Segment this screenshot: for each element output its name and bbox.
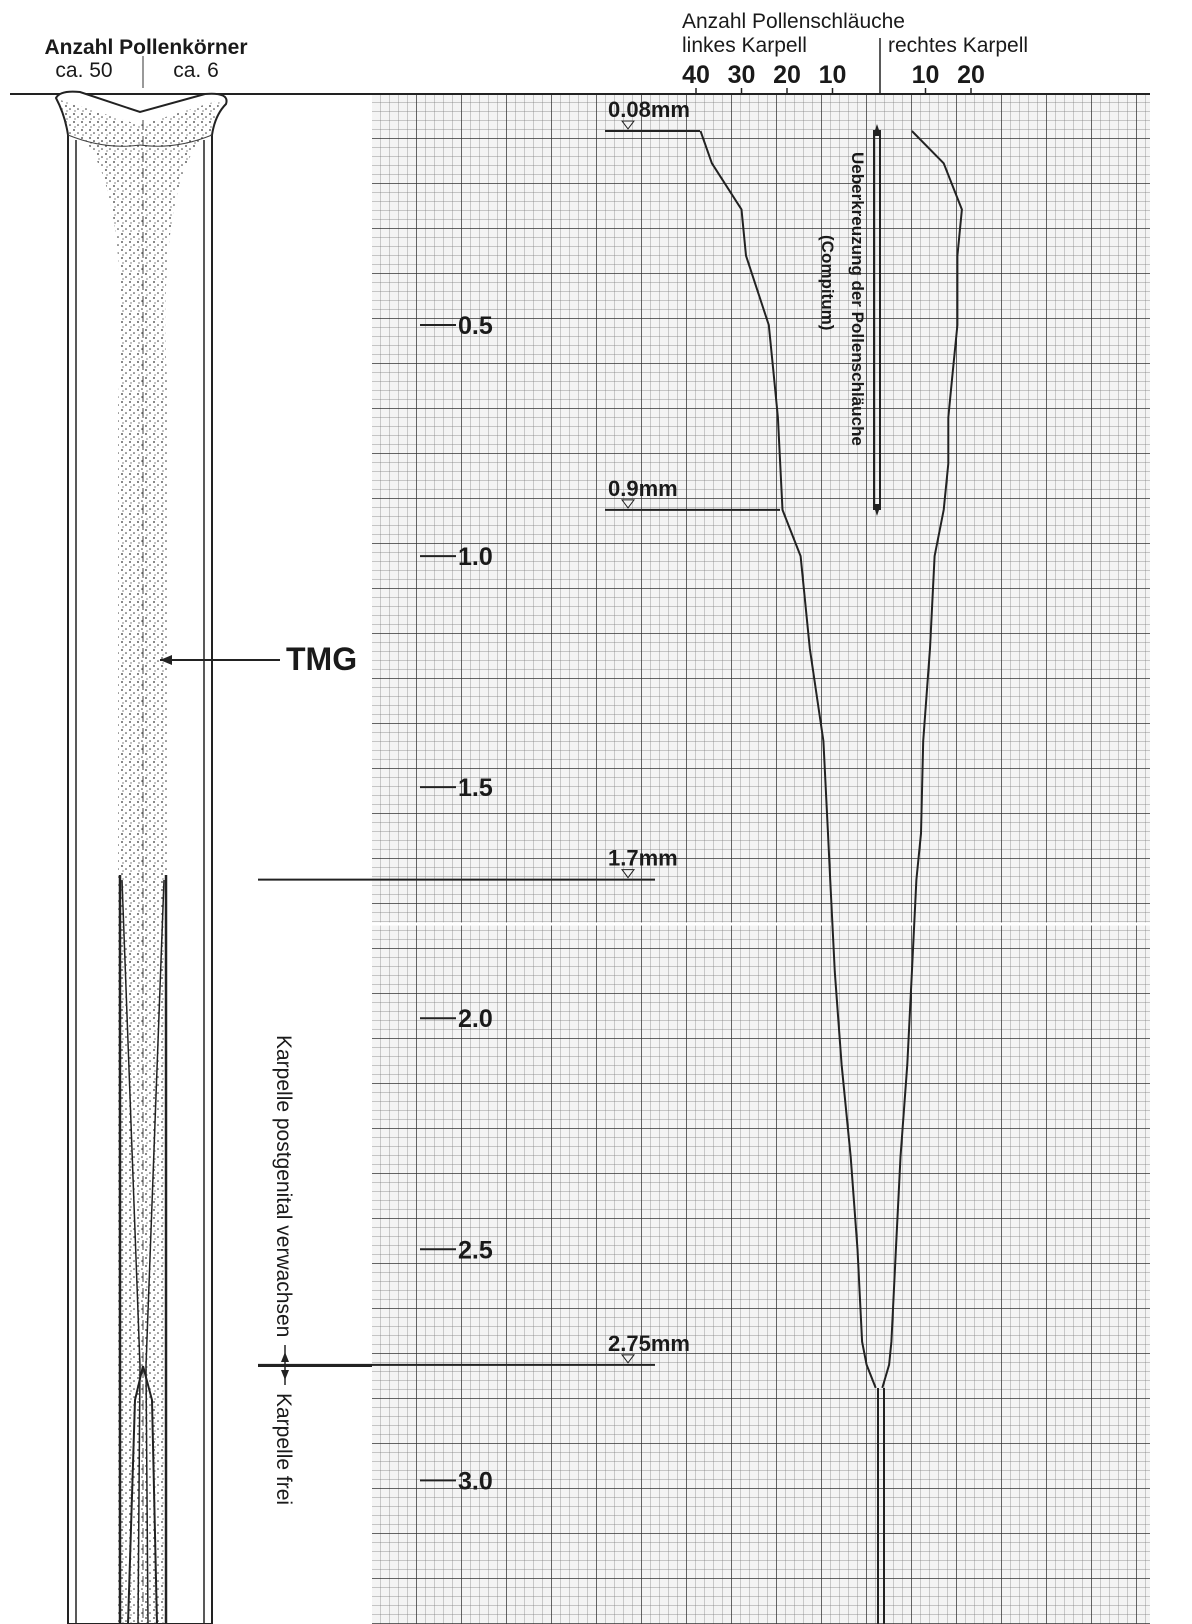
legend-left: linkes Karpell [682,34,807,57]
y2-tick-label: 20 [957,61,985,89]
fused-label: Karpelle postgenital verwachsen [272,1035,295,1337]
depth-marker-arrow [621,499,635,509]
chart-title: Anzahl Pollenschläuche [682,10,905,33]
series-line [699,130,877,1389]
depth-marker-label: 0.9mm [608,476,678,501]
y-tick-label: 30 [728,61,756,89]
depth-marker-label: 1.7mm [608,846,678,871]
y-tick-label: 40 [682,61,710,89]
tmg-label: TMG [286,641,357,677]
depth-marker-arrow [621,1354,635,1364]
y2-tick-label: 10 [912,61,940,89]
free-label: Karpelle frei [272,1393,295,1505]
x-tick-label: 0.5 [458,312,493,340]
compitum-label: Ueberkreuzung der Pollenschläuche [848,152,867,446]
pollen-grain-left: ca. 50 [55,59,112,82]
carpel-brackets [258,1345,372,1385]
depth-marker-arrow [621,869,635,879]
pollen-grain-title: Anzahl Pollenkörner [44,36,247,59]
depth-marker-arrow [621,120,635,130]
depth-marker-label: 0.08mm [608,97,690,122]
series-line [881,130,963,1389]
pistil-drawing [54,56,280,1624]
y-tick-label: 10 [819,61,847,89]
pollen-grain-right: ca. 6 [173,59,219,82]
x-tick-label: 1.0 [458,543,493,571]
x-tick-label: 1.5 [458,774,493,802]
compitum-bracket [873,124,881,516]
legend-right: rechtes Karpell [888,34,1028,57]
compitum-sub: (Compitum) [818,235,837,330]
y-tick-label: 20 [773,61,801,89]
x-tick-label: 2.0 [458,1005,493,1033]
graph-paper-major [372,94,1150,1624]
x-tick-label: 3.0 [458,1467,493,1495]
depth-marker-label: 2.75mm [608,1331,690,1356]
x-tick-label: 2.5 [458,1236,493,1264]
